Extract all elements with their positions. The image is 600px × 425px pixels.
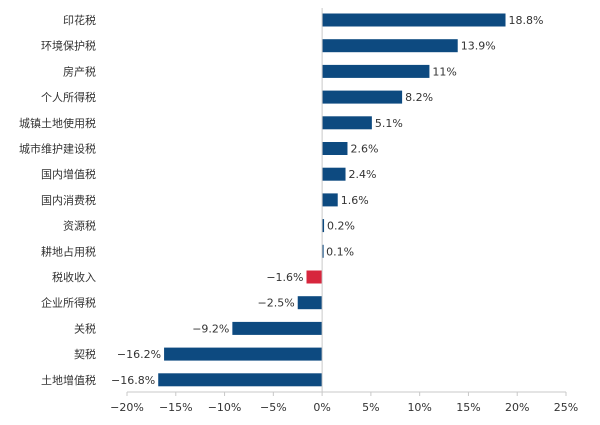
value-label: 2.4% xyxy=(349,168,377,181)
x-tick-label: 0% xyxy=(313,401,330,414)
x-tick-label: 25% xyxy=(554,401,578,414)
value-labels-layer: 18.8% 13.9% 11% 8.2%5.1% 2.6% 2.4% 1.6% 0.2% 0.1… xyxy=(111,14,543,387)
value-label: −16.2% xyxy=(117,348,161,361)
bar xyxy=(232,321,323,335)
category-label: 关税 xyxy=(74,321,96,335)
bar xyxy=(297,296,323,310)
bar xyxy=(322,90,403,104)
bar xyxy=(164,347,323,361)
value-label: 11% xyxy=(432,65,456,78)
category-label: 耕地占用税 xyxy=(41,244,96,258)
value-label: 2.6% xyxy=(350,143,378,156)
category-label: 个人所得税 xyxy=(41,90,96,104)
category-label: 企业所得税 xyxy=(41,296,96,310)
value-label: −1.6% xyxy=(266,271,303,284)
x-tick-label: −15% xyxy=(159,401,193,414)
bar xyxy=(306,270,323,284)
category-label: 环境保护税 xyxy=(41,39,96,53)
value-label: −9.2% xyxy=(192,322,229,335)
category-label: 契税 xyxy=(74,347,96,361)
value-label: 0.2% xyxy=(327,220,355,233)
category-label: 房产税 xyxy=(63,64,96,78)
bar xyxy=(322,219,325,233)
bar xyxy=(322,39,458,53)
x-tick-label: −5% xyxy=(260,401,287,414)
value-label: −16.8% xyxy=(111,374,155,387)
bar xyxy=(322,142,348,155)
category-label: 税收收入 xyxy=(52,270,96,284)
category-label: 国内增值税 xyxy=(41,167,96,181)
value-label: 1.6% xyxy=(341,194,369,207)
category-label: 资源税 xyxy=(63,219,96,233)
value-label: 8.2% xyxy=(405,91,433,104)
x-tick-label: 10% xyxy=(407,401,431,414)
value-label: −2.5% xyxy=(258,297,295,310)
bar xyxy=(322,13,506,27)
bars-layer xyxy=(158,13,506,387)
value-label: 5.1% xyxy=(375,117,403,130)
x-tick-label: 5% xyxy=(362,401,379,414)
category-label: 国内消费税 xyxy=(41,193,96,207)
value-label: 18.8% xyxy=(509,14,544,27)
bar xyxy=(322,64,430,78)
bar xyxy=(322,116,372,130)
bar xyxy=(322,193,338,207)
bar xyxy=(158,373,323,387)
x-tick-label: 15% xyxy=(456,401,480,414)
category-label: 城市维护建设税 xyxy=(19,142,96,156)
bar xyxy=(322,167,346,181)
value-label: 0.1% xyxy=(326,245,354,258)
category-labels-layer: 印花税环境保护税房产税个人所得税城镇土地使用税城市维护建设税国内增值税国内消费税… xyxy=(19,13,96,387)
x-tick-label: −20% xyxy=(110,401,144,414)
x-tick-label: 20% xyxy=(505,401,529,414)
category-label: 城镇土地使用税 xyxy=(19,116,96,130)
x-tick-label: −10% xyxy=(208,401,242,414)
value-label: 13.9% xyxy=(461,40,496,53)
bar xyxy=(322,244,324,258)
category-label: 印花税 xyxy=(63,13,96,27)
x-axis: −20% −15% −10% −5% 0% 5% 10% 15% 20% 25% xyxy=(110,8,578,414)
category-label: 土地增值税 xyxy=(41,373,96,387)
